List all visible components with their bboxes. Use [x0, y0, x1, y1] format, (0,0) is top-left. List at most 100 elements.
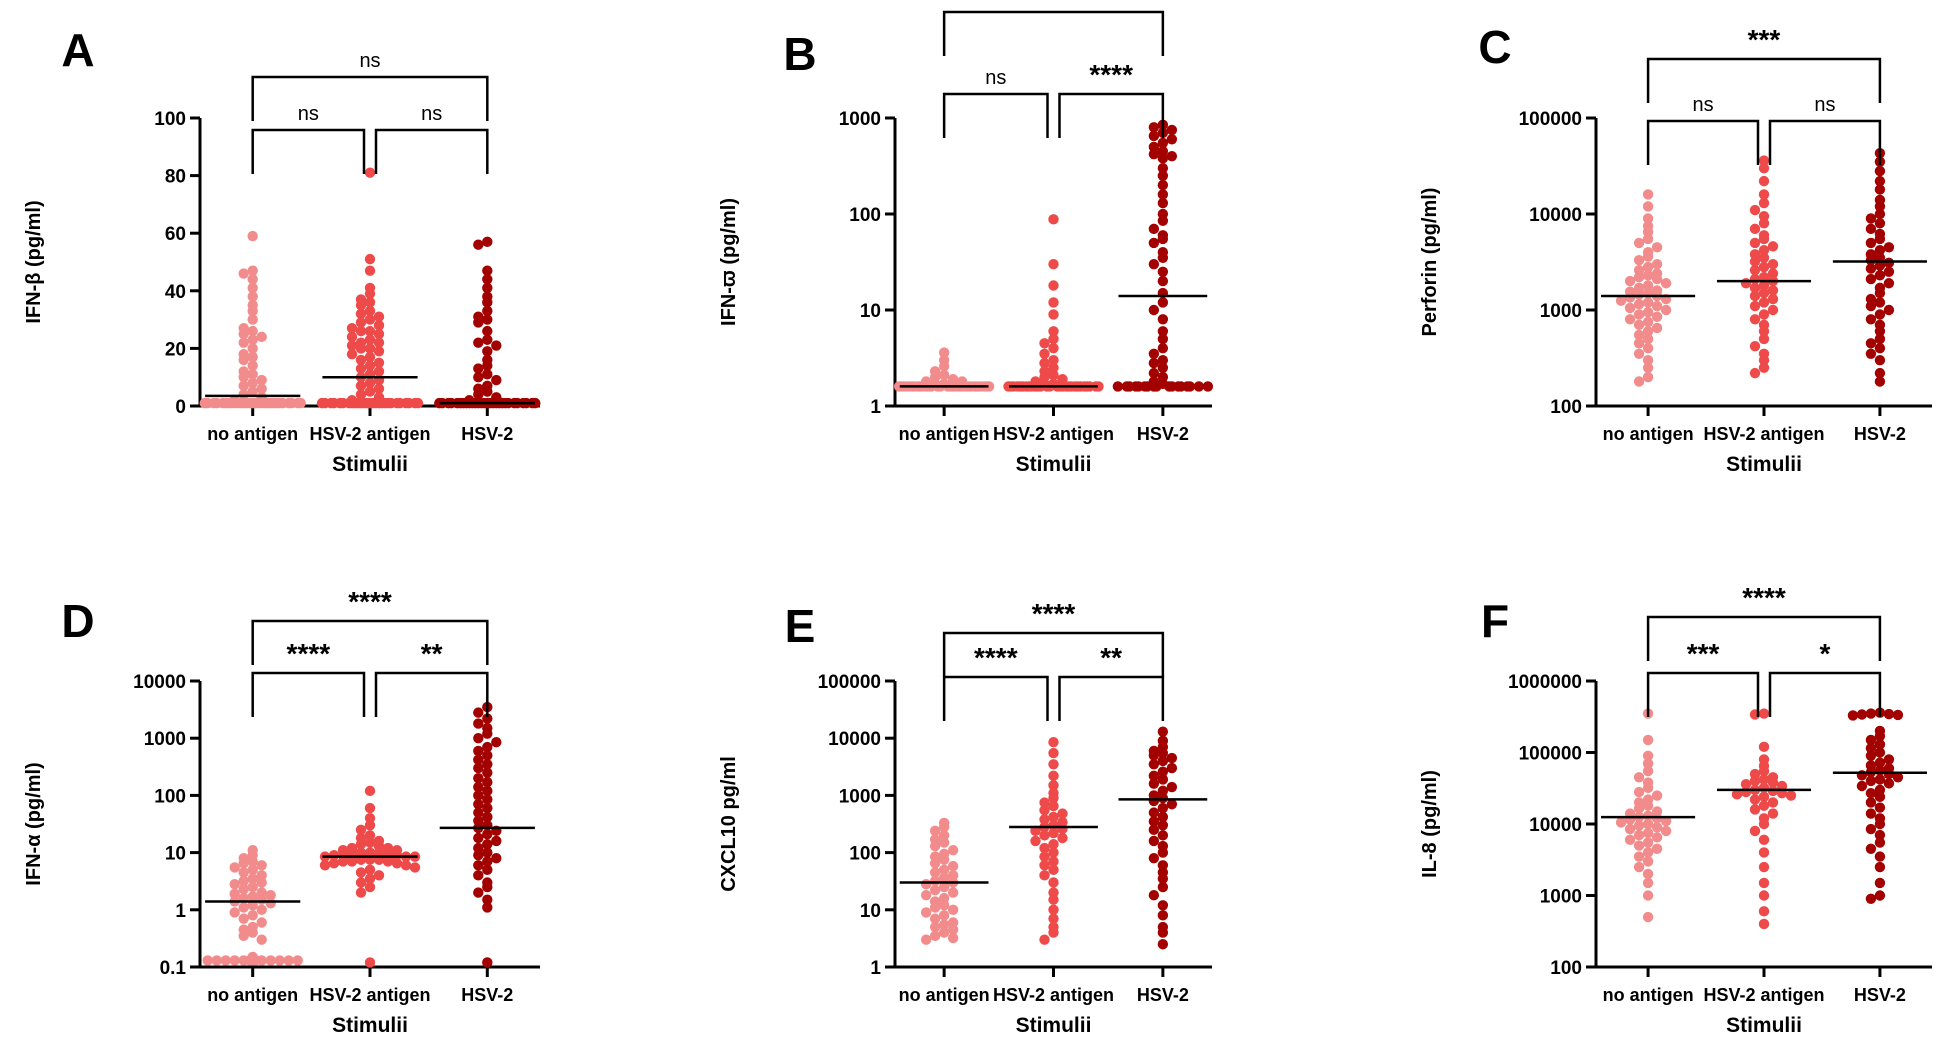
y-tick-label: 10000: [828, 729, 881, 750]
panel-b: B 1 10 100 1000 IFN-ϖ (pg/ml) no antigen HSV-2 …: [718, 0, 1214, 476]
significance-bracket: [251, 128, 366, 174]
y-tick-label: 1000: [1540, 887, 1582, 908]
data-point: [1660, 825, 1672, 837]
significance-bracket: [942, 92, 1049, 138]
data-point: [364, 957, 376, 968]
data-point: [1758, 818, 1770, 830]
data-point: [1048, 887, 1059, 898]
data-point: [1874, 309, 1886, 320]
data-point: [247, 927, 258, 938]
data-point: [1157, 774, 1169, 785]
data-point: [1157, 881, 1169, 893]
data-point: [364, 873, 376, 884]
data-point: [1758, 280, 1770, 291]
data-point: [1767, 777, 1779, 788]
data-point: [247, 856, 258, 867]
significance-bracket: [374, 128, 489, 174]
x-tick-label: HSV-2: [1137, 985, 1189, 1005]
data-point: [482, 325, 493, 337]
data-point: [1642, 316, 1654, 328]
data-point: [482, 811, 493, 823]
data-point: [1874, 326, 1886, 337]
x-tick-label: no antigen: [1603, 985, 1694, 1005]
data-point: [373, 320, 385, 331]
data-point: [1767, 268, 1779, 279]
data-point: [337, 856, 349, 867]
data-point: [1166, 752, 1178, 764]
data-point: [1758, 741, 1770, 753]
data-point: [1758, 233, 1770, 245]
data-point: [1642, 343, 1654, 354]
significance-bracket: [1646, 615, 1882, 661]
data-point: [1865, 237, 1877, 249]
data-point: [1740, 278, 1752, 289]
data-point: [938, 872, 950, 884]
data-point: [364, 837, 376, 848]
data-point: [1749, 249, 1761, 260]
data-point: [286, 397, 297, 409]
significance-label: ns: [1692, 94, 1713, 116]
data-point: [1157, 900, 1169, 911]
data-point: [482, 305, 493, 317]
data-point: [412, 397, 424, 409]
data-point: [1874, 287, 1886, 299]
data-point: [482, 864, 493, 876]
data-point: [1157, 362, 1169, 373]
significance-bracket: [1768, 119, 1882, 165]
data-point: [1874, 297, 1886, 308]
panel-letter: E: [785, 600, 816, 652]
data-point: [1874, 260, 1886, 271]
data-point: [1633, 803, 1645, 814]
y-tick-label: 10: [860, 301, 881, 322]
y-tick-label: 0.1: [160, 958, 187, 979]
significance-label: **: [421, 638, 443, 669]
panel-c: C 100 1000 10000 100000 Perforin (pg/ml) no an…: [1419, 21, 1932, 476]
significance-label: ns: [985, 67, 1006, 89]
significance-label: *: [1820, 638, 1831, 669]
data-point: [1642, 911, 1654, 923]
data-point: [247, 377, 258, 389]
data-point: [247, 891, 258, 902]
data-point: [1642, 868, 1654, 880]
data-point: [1749, 256, 1761, 267]
data-point: [1642, 371, 1654, 383]
data-point: [1157, 927, 1169, 938]
data-point: [1048, 894, 1059, 905]
y-tick-label: 20: [165, 339, 186, 360]
y-axis-label: CXCL10 pg/ml: [718, 756, 740, 892]
data-point: [473, 707, 484, 718]
data-point: [1651, 242, 1663, 253]
data-point: [1133, 381, 1144, 392]
significance-label: ***: [1748, 24, 1781, 55]
data-point: [938, 369, 950, 381]
data-point: [247, 864, 258, 876]
data-point: [1874, 757, 1886, 768]
data-point: [482, 750, 493, 761]
data-point: [1148, 348, 1160, 359]
data-point: [202, 955, 213, 966]
data-point: [370, 397, 382, 409]
data-point: [1865, 893, 1877, 904]
data-point: [364, 351, 376, 363]
data-point: [473, 718, 484, 729]
data-point: [1865, 708, 1877, 719]
data-point: [1048, 258, 1059, 270]
data-point: [364, 325, 376, 337]
data-point: [1039, 814, 1050, 825]
data-point: [1642, 877, 1654, 889]
data-point: [1642, 827, 1654, 839]
data-point: [1157, 792, 1169, 804]
data-point: [1642, 800, 1654, 811]
data-point: [1157, 811, 1169, 823]
data-point: [1865, 348, 1877, 359]
data-point: [1157, 189, 1169, 200]
data-point: [1615, 817, 1627, 828]
data-point: [1642, 734, 1654, 746]
data-point: [1758, 791, 1770, 803]
y-axis-label: Perforin (pg/ml): [1419, 188, 1441, 337]
data-point: [1865, 742, 1877, 754]
data-point: [1651, 311, 1663, 322]
data-point: [1642, 233, 1654, 245]
data-point: [1039, 870, 1050, 881]
data-point: [346, 340, 358, 351]
